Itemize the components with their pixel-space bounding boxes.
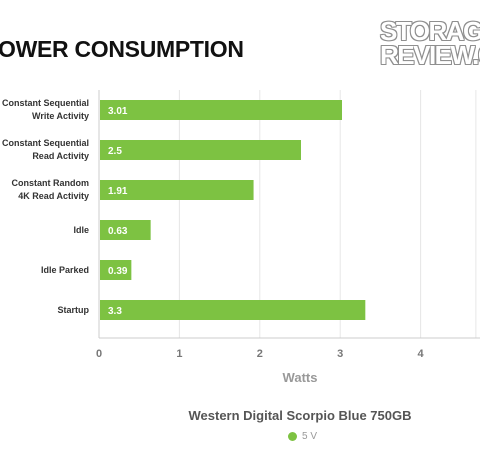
bar-data-label: 1.91 bbox=[108, 186, 128, 197]
category-label: Idle bbox=[73, 225, 89, 235]
storagereview-logo: STORAGE REVIEW.CO bbox=[378, 14, 480, 76]
x-tick-label: 3 bbox=[337, 348, 343, 360]
category-label: Constant Sequential bbox=[2, 138, 89, 148]
logo-line-1: STORAGE bbox=[380, 16, 480, 46]
bar-data-label: 0.39 bbox=[108, 266, 128, 277]
x-tick-labels: 0 1 2 3 4 bbox=[96, 348, 425, 360]
bar-data-label: 0.63 bbox=[108, 226, 128, 237]
x-tick-label: 0 bbox=[96, 348, 102, 360]
category-label: Startup bbox=[58, 305, 90, 315]
category-labels: Constant Sequential Write Activity Constan… bbox=[2, 98, 90, 315]
bar-chart: 3.01 2.5 1.91 0.63 0.39 3.3 Constant Sequenti… bbox=[2, 90, 480, 385]
category-label: 4K Read Activity bbox=[18, 191, 89, 201]
bar-data-label: 2.5 bbox=[108, 146, 122, 157]
category-label: Constant Random bbox=[12, 178, 90, 188]
bar[interactable] bbox=[100, 140, 301, 160]
x-axis-label: Watts bbox=[283, 370, 318, 385]
bar-data-label: 3.3 bbox=[108, 306, 122, 317]
bars: 3.01 2.5 1.91 0.63 0.39 3.3 bbox=[100, 100, 366, 320]
logo-line-2: REVIEW.CO bbox=[380, 40, 480, 70]
gridlines bbox=[98, 90, 480, 339]
category-label: Constant Sequential bbox=[2, 98, 89, 108]
x-tick-label: 1 bbox=[176, 348, 182, 360]
bar-data-label: 3.01 bbox=[108, 106, 128, 117]
bar[interactable] bbox=[100, 180, 254, 200]
legend-item[interactable]: 5 V bbox=[288, 431, 317, 442]
bar[interactable] bbox=[100, 100, 343, 120]
bar[interactable] bbox=[100, 300, 366, 320]
x-tick-label: 2 bbox=[257, 348, 263, 360]
legend-label: 5 V bbox=[302, 431, 318, 442]
category-label: Idle Parked bbox=[41, 265, 89, 275]
legend-title: Western Digital Scorpio Blue 750GB bbox=[188, 408, 412, 423]
category-label: Read Activity bbox=[32, 151, 89, 161]
chart-title: OWER CONSUMPTION bbox=[0, 36, 244, 62]
bar[interactable] bbox=[100, 260, 132, 280]
category-label: Write Activity bbox=[32, 111, 89, 121]
bar[interactable] bbox=[100, 220, 151, 240]
legend-swatch bbox=[288, 432, 297, 441]
x-tick-label: 4 bbox=[418, 348, 425, 360]
